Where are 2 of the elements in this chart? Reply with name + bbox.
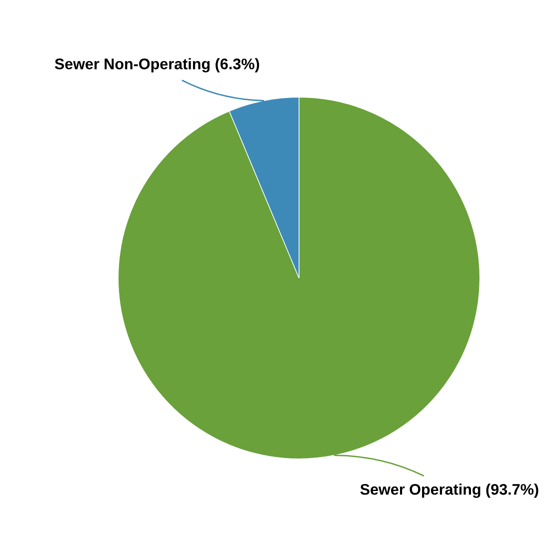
- slice-label: Sewer Non-Operating (6.3%): [54, 58, 260, 72]
- slice-label: Sewer Operating (93.7%): [360, 484, 538, 498]
